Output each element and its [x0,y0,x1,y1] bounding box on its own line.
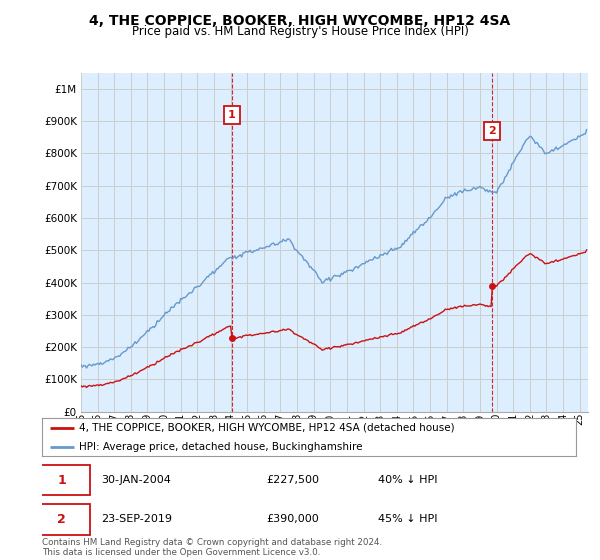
Text: 2: 2 [58,513,66,526]
Text: 30-JAN-2004: 30-JAN-2004 [101,475,170,485]
Text: 23-SEP-2019: 23-SEP-2019 [101,515,172,524]
Text: 45% ↓ HPI: 45% ↓ HPI [379,515,438,524]
FancyBboxPatch shape [34,504,90,535]
Text: Contains HM Land Registry data © Crown copyright and database right 2024.
This d: Contains HM Land Registry data © Crown c… [42,538,382,557]
FancyBboxPatch shape [34,465,90,496]
Text: 1: 1 [58,474,66,487]
Text: 1: 1 [228,110,236,120]
Text: 4, THE COPPICE, BOOKER, HIGH WYCOMBE, HP12 4SA (detached house): 4, THE COPPICE, BOOKER, HIGH WYCOMBE, HP… [79,423,455,433]
Text: £390,000: £390,000 [266,515,319,524]
Text: £227,500: £227,500 [266,475,319,485]
Text: Price paid vs. HM Land Registry's House Price Index (HPI): Price paid vs. HM Land Registry's House … [131,25,469,38]
Text: 4, THE COPPICE, BOOKER, HIGH WYCOMBE, HP12 4SA: 4, THE COPPICE, BOOKER, HIGH WYCOMBE, HP… [89,14,511,28]
Text: HPI: Average price, detached house, Buckinghamshire: HPI: Average price, detached house, Buck… [79,442,363,452]
Text: 40% ↓ HPI: 40% ↓ HPI [379,475,438,485]
Text: 2: 2 [488,126,496,136]
